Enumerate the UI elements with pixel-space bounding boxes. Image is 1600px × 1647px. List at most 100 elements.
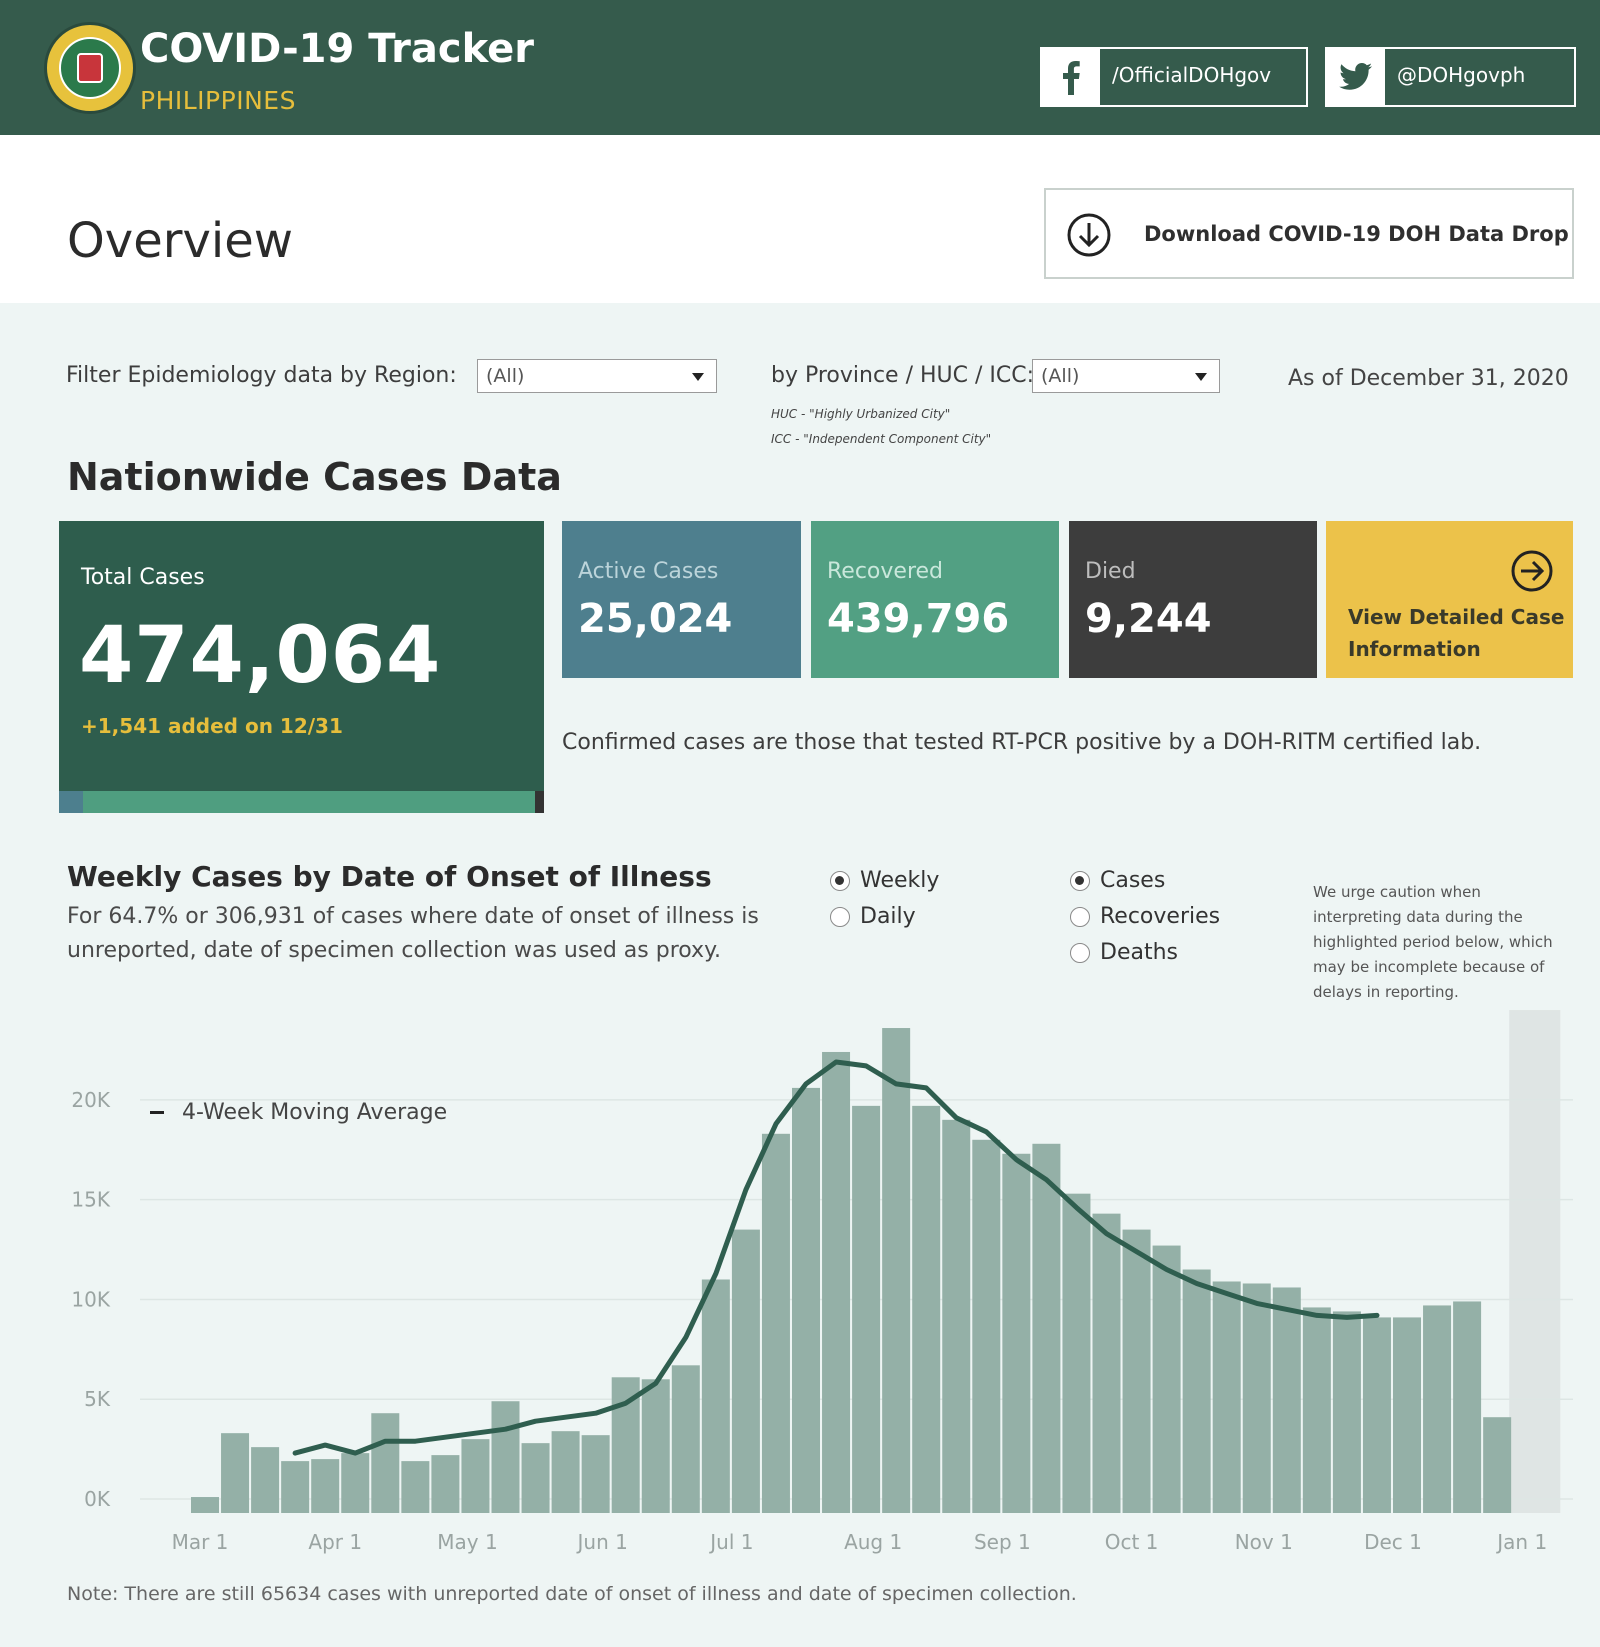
app-title: COVID-19 Tracker <box>140 26 534 72</box>
y-tick-label: 5K <box>84 1387 111 1411</box>
bar <box>1002 1153 1031 1513</box>
total-cases-card: Total Cases 474,064 +1,541 added on 12/3… <box>59 521 544 813</box>
recovered-label: Recovered <box>827 559 944 584</box>
chart-title: Weekly Cases by Date of Onset of Illness <box>67 860 712 893</box>
bar <box>521 1443 550 1513</box>
x-tick-label: Apr 1 <box>308 1530 362 1554</box>
y-tick-label: 10K <box>71 1287 110 1311</box>
radio-daily[interactable]: Daily <box>830 904 916 929</box>
region-filter-label: Filter Epidemiology data by Region: <box>66 363 457 388</box>
bar <box>1032 1143 1061 1513</box>
facebook-icon <box>1042 49 1100 105</box>
view-detailed-case-label: View Detailed Case Information <box>1348 605 1565 661</box>
radio-dot <box>830 906 850 927</box>
bar <box>1423 1305 1452 1513</box>
died-label: Died <box>1085 559 1136 584</box>
y-tick-label: 15K <box>71 1188 110 1212</box>
page-title: Overview <box>67 213 293 269</box>
doh-seal-logo <box>44 22 136 114</box>
radio-cases[interactable]: Cases <box>1070 868 1165 893</box>
radio-deaths[interactable]: Deaths <box>1070 940 1178 965</box>
download-icon <box>1067 213 1111 257</box>
bar <box>1062 1193 1091 1513</box>
bar <box>1272 1287 1301 1513</box>
died-value: 9,244 <box>1085 596 1212 642</box>
legend-line-swatch <box>150 1111 164 1114</box>
x-tick-label: Dec 1 <box>1364 1530 1422 1554</box>
died-card: Died 9,244 <box>1069 521 1317 678</box>
active-cases-label: Active Cases <box>578 559 719 584</box>
total-cases-label: Total Cases <box>81 565 205 590</box>
facebook-link[interactable]: /OfficialDOHgov <box>1040 47 1308 107</box>
legend-label: 4-Week Moving Average <box>182 1100 448 1125</box>
icc-note: ICC - "Independent Component City" <box>771 432 992 446</box>
bar <box>431 1455 460 1513</box>
twitter-label: @DOHgovph <box>1397 63 1526 87</box>
bar <box>461 1439 490 1513</box>
chevron-down-icon <box>1195 373 1207 381</box>
province-select[interactable]: (All) <box>1032 359 1220 393</box>
province-select-value: (All) <box>1041 365 1080 387</box>
bar <box>852 1105 881 1513</box>
recovered-card: Recovered 439,796 <box>811 521 1059 678</box>
bar <box>641 1379 670 1513</box>
radio-label: Deaths <box>1100 940 1178 965</box>
bar <box>942 1119 971 1513</box>
bar <box>1182 1269 1211 1513</box>
bar <box>551 1431 580 1513</box>
active-share-bar <box>59 791 83 813</box>
bar <box>491 1401 520 1513</box>
total-cases-added: +1,541 added on 12/31 <box>81 714 343 738</box>
radio-recoveries[interactable]: Recoveries <box>1070 904 1220 929</box>
bar <box>792 1087 820 1513</box>
radio-label: Daily <box>860 904 916 929</box>
as-of-date: As of December 31, 2020 <box>1288 366 1569 391</box>
x-tick-label: Nov 1 <box>1235 1530 1293 1554</box>
section-title: Nationwide Cases Data <box>67 455 562 499</box>
radio-weekly[interactable]: Weekly <box>830 868 939 893</box>
y-tick-label: 0K <box>84 1487 111 1511</box>
x-tick-label: Aug 1 <box>844 1530 902 1554</box>
died-share-bar <box>535 791 544 813</box>
province-filter-label: by Province / HUC / ICC: <box>771 363 1035 388</box>
x-tick-label: May 1 <box>437 1530 497 1554</box>
bar <box>1332 1311 1361 1513</box>
app-subtitle: PHILIPPINES <box>140 86 296 115</box>
bar <box>882 1028 911 1513</box>
bar <box>1483 1417 1512 1513</box>
radio-label: Weekly <box>860 868 940 893</box>
bar <box>401 1461 430 1513</box>
caution-note: We urge caution when interpreting data d… <box>1313 883 1553 1001</box>
bar <box>1302 1307 1331 1513</box>
x-tick-label: Oct 1 <box>1105 1530 1159 1554</box>
download-button-label: Download COVID-19 DOH Data Drop <box>1144 222 1569 246</box>
active-cases-value: 25,024 <box>578 596 733 642</box>
x-tick-label: Sep 1 <box>974 1530 1031 1554</box>
twitter-link[interactable]: @DOHgovph <box>1325 47 1576 107</box>
bar <box>281 1461 310 1513</box>
radio-dot <box>830 870 850 891</box>
bar <box>1362 1317 1391 1513</box>
region-select[interactable]: (All) <box>477 359 717 393</box>
download-data-drop-button[interactable]: Download COVID-19 DOH Data Drop <box>1044 188 1574 279</box>
recovered-share-bar <box>83 791 535 813</box>
x-tick-label: Jan 1 <box>1495 1530 1547 1554</box>
bar <box>671 1365 700 1513</box>
bar <box>822 1051 851 1513</box>
weekly-cases-chart: 0K 5K 10K 15K 20K Mar 1 Apr 1 May 1 Jun 1 Jul 1 Au… <box>71 1010 1573 1554</box>
region-select-value: (All) <box>486 365 525 387</box>
bar <box>1092 1213 1121 1513</box>
bar <box>761 1133 790 1513</box>
arrow-right-circle-icon <box>1511 550 1553 592</box>
chart-legend: 4-Week Moving Average <box>150 1100 447 1125</box>
view-detailed-case-button[interactable]: View Detailed Case Information <box>1326 521 1573 678</box>
bar <box>1122 1229 1151 1513</box>
x-tick-label: Mar 1 <box>172 1530 229 1554</box>
confirmed-cases-note: Confirmed cases are those that tested RT… <box>562 730 1482 755</box>
bar <box>1212 1281 1241 1513</box>
facebook-label: /OfficialDOHgov <box>1112 63 1272 87</box>
radio-label: Cases <box>1100 868 1166 893</box>
bar <box>1152 1245 1181 1513</box>
active-cases-card: Active Cases 25,024 <box>562 521 801 678</box>
bar <box>1393 1317 1421 1513</box>
